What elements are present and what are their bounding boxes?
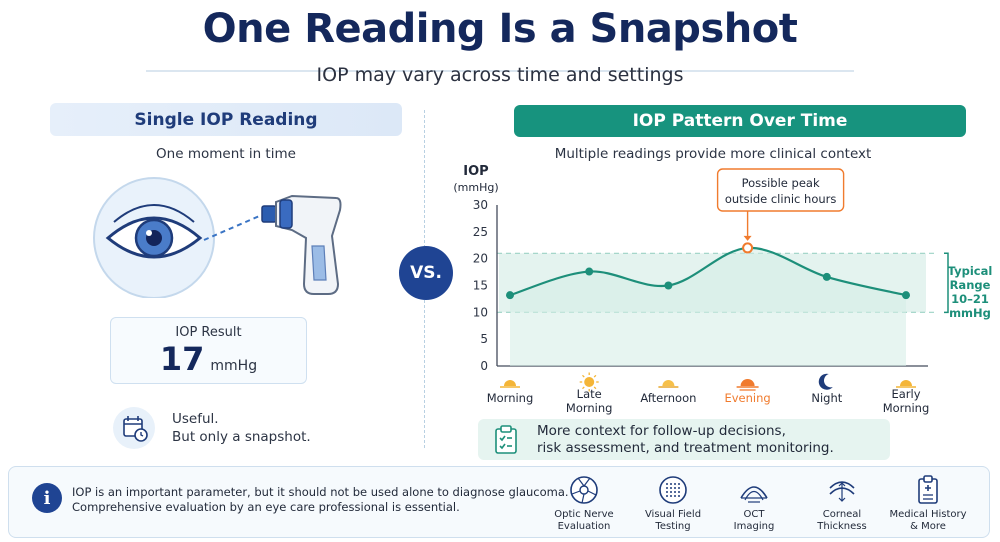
single-reading-heading: Single IOP Reading xyxy=(50,103,402,136)
snapshot-note: Useful. But only a snapshot. xyxy=(172,410,311,446)
pattern-heading: IOP Pattern Over Time xyxy=(514,105,966,137)
x-tick-label: Evening xyxy=(724,391,770,405)
typical-range-label: Typical xyxy=(948,264,993,278)
iop-line-chart: 0 5 10 15 20 25 30 IOP (mmHg) Possible peak outsid… xyxy=(453,164,993,415)
sun-icon-ray xyxy=(593,386,597,390)
context-callout xyxy=(478,419,890,460)
iop-result-label: IOP Result xyxy=(175,325,242,340)
factor-oct-line2: Imaging xyxy=(733,521,775,532)
eye-tonometer-illustration xyxy=(93,177,342,298)
data-point xyxy=(664,281,673,290)
factor-medical-history: Medical History & More xyxy=(884,509,972,533)
sunset-icon xyxy=(740,379,755,386)
typical-range-bracket xyxy=(944,252,949,314)
eye-icon xyxy=(93,177,215,298)
factor-visual-field-line2: Testing xyxy=(655,521,691,532)
typical-range-label: mmHg xyxy=(949,306,991,320)
x-tick-label: Early xyxy=(891,387,920,401)
y-tick-label: 20 xyxy=(473,252,488,266)
x-tick-label: Morning xyxy=(487,391,534,405)
x-tick-label: Afternoon xyxy=(640,391,696,405)
tonometer-icon xyxy=(261,194,342,295)
x-tick-label: Morning xyxy=(566,401,613,415)
snapshot-note-line1: Useful. xyxy=(172,411,219,427)
factor-corneal-line2: Thickness xyxy=(817,521,867,532)
y-axis-unit: (mmHg) xyxy=(453,181,498,194)
factor-optic-nerve-line2: Evaluation xyxy=(557,521,611,532)
single-reading-caption: One moment in time xyxy=(156,146,296,162)
peak-callout-arrow xyxy=(743,235,752,241)
sun-icon-ray xyxy=(582,386,585,390)
y-tick-label: 25 xyxy=(473,225,488,239)
moon-icon xyxy=(818,373,833,390)
factor-corneal-line1: Corneal xyxy=(822,509,862,520)
factor-optic-nerve-line1: Optic Nerve xyxy=(554,509,614,520)
measurement-beam xyxy=(203,213,265,241)
factor-oct: OCT Imaging xyxy=(716,509,792,533)
x-tick-label: Morning xyxy=(883,401,930,415)
y-tick-label: 30 xyxy=(473,198,488,212)
sun-icon xyxy=(584,377,595,387)
factor-oct-line1: OCT xyxy=(743,509,765,520)
x-tick-label: Night xyxy=(811,391,842,405)
factor-visual-field-line1: Visual Field xyxy=(644,509,702,520)
snapshot-note-line2: But only a snapshot. xyxy=(172,429,311,445)
optic-nerve-icon xyxy=(570,476,598,504)
info-icon: i xyxy=(32,483,62,513)
iop-result-number: 17 xyxy=(159,340,205,378)
cornea-icon xyxy=(829,481,855,502)
factor-visual-field: Visual Field Testing xyxy=(635,509,711,533)
peak-callout-line1: Possible peak xyxy=(742,176,820,190)
iop-result-value: 17 mmHg xyxy=(111,340,306,378)
footer-panel xyxy=(8,466,990,538)
series-area xyxy=(510,247,906,366)
data-point xyxy=(902,291,910,300)
visual-field-icon xyxy=(659,476,687,504)
page-title: One Reading Is a Snapshot xyxy=(202,6,798,52)
afternoon-sun-icon xyxy=(662,380,675,386)
sunrise-icon xyxy=(900,380,912,386)
factor-medical-history-line2: & More xyxy=(910,521,946,532)
sunrise-icon xyxy=(504,380,516,386)
clipboard-check-icon xyxy=(495,425,517,454)
peak-callout-line2: outside clinic hours xyxy=(725,192,837,206)
disclaimer-line2: Comprehensive evaluation by an eye care … xyxy=(72,500,460,514)
iop-result-unit: mmHg xyxy=(210,358,258,374)
factor-medical-history-line1: Medical History xyxy=(889,509,967,520)
disclaimer-line1: IOP is an important parameter, but it sh… xyxy=(72,485,569,499)
typical-range-label: Range xyxy=(950,278,991,292)
x-tick-label: Late xyxy=(577,387,602,401)
pattern-caption: Multiple readings provide more clinical … xyxy=(554,146,872,162)
typical-range-label: 10–21 xyxy=(951,292,989,306)
y-tick-label: 5 xyxy=(480,332,488,346)
data-point xyxy=(822,272,831,281)
sun-icon-ray xyxy=(582,374,585,378)
context-line2: risk assessment, and treatment monitorin… xyxy=(537,440,834,456)
data-point-peak xyxy=(742,242,754,254)
calendar-clock-icon xyxy=(113,407,155,449)
series-line xyxy=(509,246,907,297)
y-tick-label: 10 xyxy=(473,305,488,319)
page-subtitle: IOP may vary across time and settings xyxy=(316,64,684,86)
factor-corneal-thickness: Corneal Thickness xyxy=(804,509,880,533)
peak-callout-box xyxy=(716,168,845,212)
context-line1: More context for follow-up decisions, xyxy=(537,423,786,439)
vs-badge: VS. xyxy=(399,246,453,300)
oct-icon xyxy=(740,486,768,503)
context-text: More context for follow-up decisions, ri… xyxy=(537,423,834,457)
y-tick-label: 15 xyxy=(473,279,488,293)
data-point xyxy=(506,291,514,300)
iop-result-card: IOP Result 17 mmHg xyxy=(110,317,307,384)
title-divider xyxy=(146,70,854,72)
y-axis-title: IOP xyxy=(463,164,488,179)
sun-icon-ray xyxy=(593,374,597,378)
disclaimer: IOP is an important parameter, but it sh… xyxy=(72,485,569,515)
data-point xyxy=(585,267,594,276)
factor-optic-nerve: Optic Nerve Evaluation xyxy=(546,509,622,533)
y-tick-label: 0 xyxy=(480,359,488,373)
clipboard-icon xyxy=(918,475,938,504)
